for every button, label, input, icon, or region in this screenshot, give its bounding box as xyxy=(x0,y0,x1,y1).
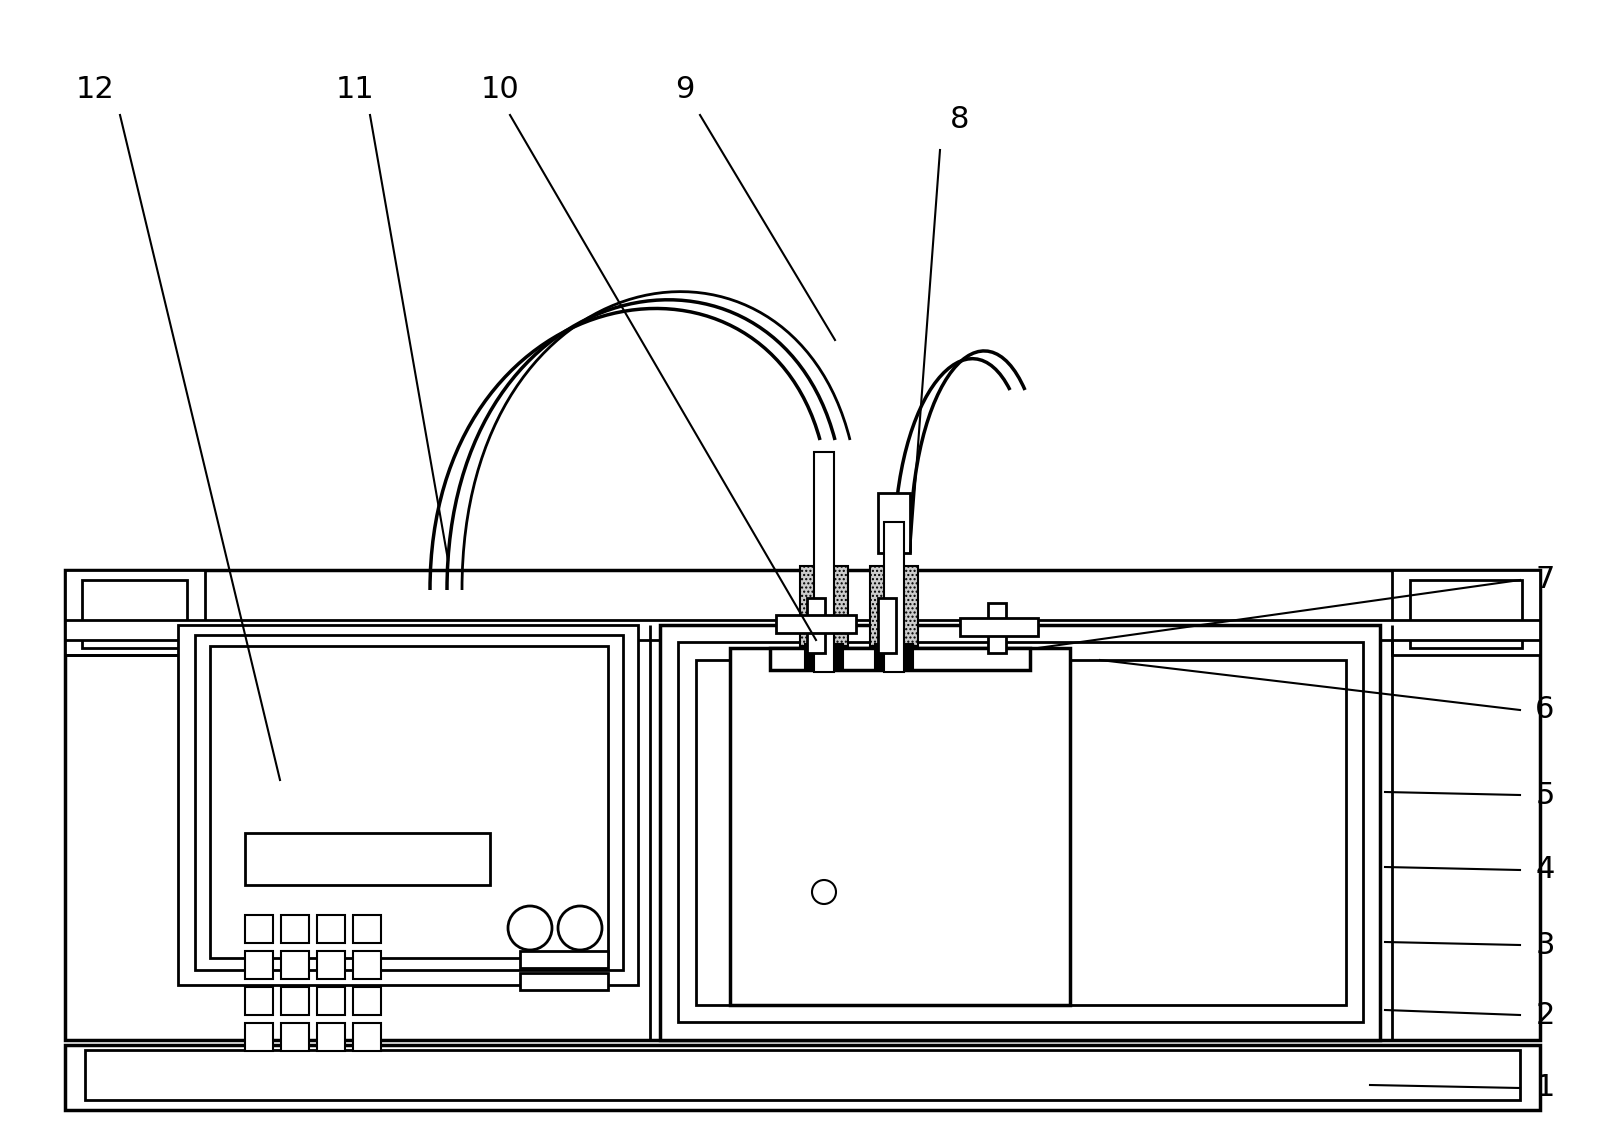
Circle shape xyxy=(811,880,835,904)
Bar xyxy=(244,1023,273,1051)
Text: 6: 6 xyxy=(1535,695,1555,725)
Text: 12: 12 xyxy=(75,76,115,104)
Bar xyxy=(353,1023,382,1051)
Bar xyxy=(989,603,1006,653)
Bar xyxy=(770,648,1030,670)
Bar xyxy=(244,833,490,885)
Text: 8: 8 xyxy=(950,105,969,135)
Bar xyxy=(353,915,382,943)
Text: 7: 7 xyxy=(1535,566,1555,594)
Text: 3: 3 xyxy=(1535,931,1555,959)
Text: 4: 4 xyxy=(1535,855,1555,885)
Bar xyxy=(1393,570,1540,655)
Bar xyxy=(814,452,834,672)
Bar xyxy=(85,1050,1520,1100)
Text: 5: 5 xyxy=(1535,780,1555,810)
Bar xyxy=(696,660,1346,1005)
Bar xyxy=(870,566,918,646)
Bar xyxy=(679,642,1362,1022)
Bar xyxy=(521,951,608,968)
Bar xyxy=(177,625,637,985)
Bar xyxy=(353,987,382,1015)
Bar xyxy=(960,618,1038,636)
Bar xyxy=(81,579,187,648)
Bar xyxy=(521,973,608,990)
Bar xyxy=(660,625,1380,1040)
Bar xyxy=(65,620,1540,640)
Bar xyxy=(885,522,904,672)
Text: 1: 1 xyxy=(1535,1074,1555,1102)
Bar xyxy=(353,951,382,979)
Text: 11: 11 xyxy=(335,76,374,104)
Bar xyxy=(878,598,896,653)
Bar xyxy=(316,1023,345,1051)
Bar xyxy=(281,1023,308,1051)
Bar xyxy=(65,570,204,655)
Bar xyxy=(1410,579,1522,648)
Bar xyxy=(776,615,856,633)
Bar xyxy=(316,951,345,979)
Bar xyxy=(806,598,826,653)
Bar xyxy=(805,644,843,668)
Circle shape xyxy=(557,906,602,950)
Bar xyxy=(65,1046,1540,1110)
Bar xyxy=(65,570,1540,1040)
Bar xyxy=(244,987,273,1015)
Bar xyxy=(281,915,308,943)
Circle shape xyxy=(508,906,553,950)
Bar xyxy=(875,644,913,668)
Bar xyxy=(209,646,608,958)
Bar xyxy=(281,951,308,979)
Bar xyxy=(878,493,910,553)
Bar xyxy=(316,987,345,1015)
Bar xyxy=(195,635,623,970)
Bar xyxy=(244,915,273,943)
Bar xyxy=(316,915,345,943)
Bar xyxy=(730,648,1070,1005)
Text: 10: 10 xyxy=(481,76,519,104)
Text: 9: 9 xyxy=(676,76,695,104)
Text: 2: 2 xyxy=(1535,1000,1555,1030)
Bar xyxy=(800,566,848,646)
Bar xyxy=(244,951,273,979)
Bar xyxy=(281,987,308,1015)
